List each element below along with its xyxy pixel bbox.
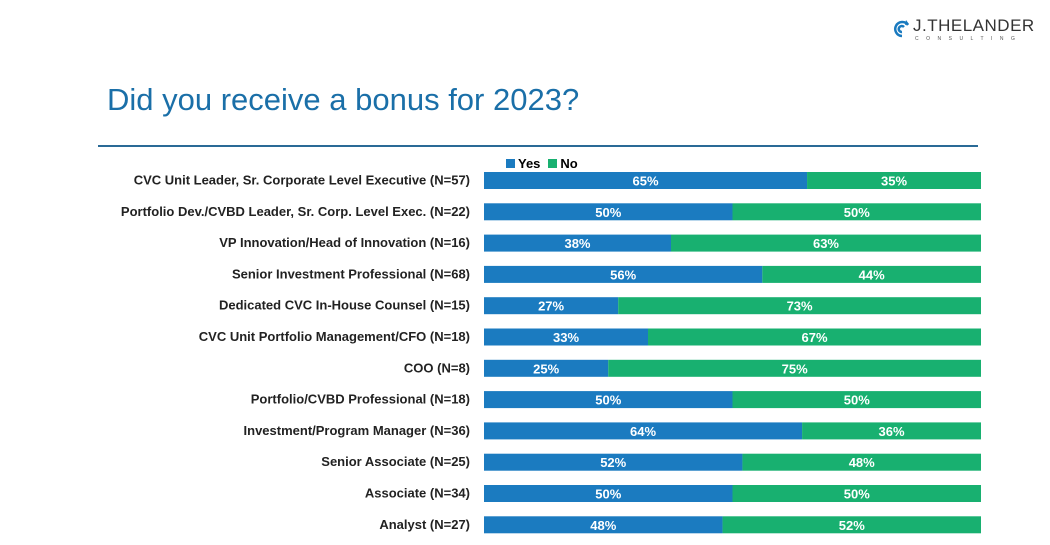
bar-no	[807, 172, 981, 189]
bar-yes	[484, 172, 808, 189]
bar-yes	[484, 391, 733, 409]
data-label: 36%	[879, 424, 905, 439]
bar-no	[742, 453, 981, 471]
bar-no	[722, 516, 981, 534]
bar-no	[802, 422, 981, 440]
category-label: Associate (N=34)	[365, 486, 470, 501]
legend-yes: Yes	[506, 156, 540, 171]
spiral-logo-icon	[894, 20, 910, 38]
category-label: Investment/Program Manager (N=36)	[244, 423, 470, 438]
bar-no	[732, 485, 981, 502]
bar-no	[670, 234, 981, 252]
bar-no	[618, 297, 981, 315]
bar-yes	[484, 297, 619, 315]
data-label: 75%	[782, 361, 808, 376]
data-label: 50%	[595, 487, 621, 502]
bar-no	[762, 265, 981, 283]
data-label: 38%	[564, 236, 590, 251]
category-label: Senior Investment Professional (N=68)	[232, 266, 470, 281]
legend: Yes No	[506, 156, 578, 171]
category-label: Senior Associate (N=25)	[321, 454, 470, 469]
data-label: 65%	[633, 174, 659, 189]
data-label: 50%	[595, 393, 621, 408]
data-label: 48%	[590, 518, 616, 533]
category-label: VP Innovation/Head of Innovation (N=16)	[219, 235, 470, 250]
data-label: 48%	[849, 455, 875, 470]
bar-yes	[484, 485, 733, 502]
data-label: 50%	[844, 393, 870, 408]
data-label: 25%	[533, 361, 559, 376]
category-label: CVC Unit Portfolio Management/CFO (N=18)	[199, 329, 470, 344]
bar-no	[732, 203, 981, 221]
logo-name: J.THELANDER	[913, 16, 1035, 35]
bar-no	[732, 391, 981, 409]
logo-subtitle: CONSULTING	[915, 36, 1023, 42]
category-label: Portfolio/CVBD Professional (N=18)	[251, 392, 470, 407]
bar-yes	[484, 328, 649, 346]
data-label: 52%	[600, 455, 626, 470]
title-divider	[98, 145, 978, 147]
data-label: 50%	[595, 205, 621, 220]
bar-no	[608, 359, 981, 377]
bar-yes	[484, 203, 733, 221]
data-label: 64%	[630, 424, 656, 439]
category-label: Dedicated CVC In-House Counsel (N=15)	[219, 298, 470, 313]
data-label: 44%	[859, 267, 885, 282]
data-label: 73%	[787, 299, 813, 314]
data-label: 52%	[839, 518, 865, 533]
category-label: COO (N=8)	[404, 360, 470, 375]
bar-yes	[484, 234, 671, 252]
legend-no: No	[548, 156, 578, 171]
data-label: 50%	[844, 205, 870, 220]
data-label: 50%	[844, 487, 870, 502]
page-title: Did you receive a bonus for 2023?	[107, 82, 580, 117]
data-label: 35%	[881, 174, 907, 189]
bar-yes	[484, 516, 723, 534]
data-label: 27%	[538, 299, 564, 314]
data-label: 33%	[553, 330, 579, 345]
bar-yes	[484, 453, 743, 471]
bar-yes	[484, 359, 609, 377]
category-label: Analyst (N=27)	[379, 517, 470, 532]
data-label: 63%	[813, 236, 839, 251]
data-label: 67%	[801, 330, 827, 345]
category-label: Portfolio Dev./CVBD Leader, Sr. Corp. Le…	[121, 204, 470, 219]
bar-no	[648, 328, 981, 346]
category-label: CVC Unit Leader, Sr. Corporate Level Exe…	[134, 173, 470, 188]
bar-yes	[484, 422, 803, 440]
bar-yes	[484, 265, 763, 283]
data-label: 56%	[610, 267, 636, 282]
